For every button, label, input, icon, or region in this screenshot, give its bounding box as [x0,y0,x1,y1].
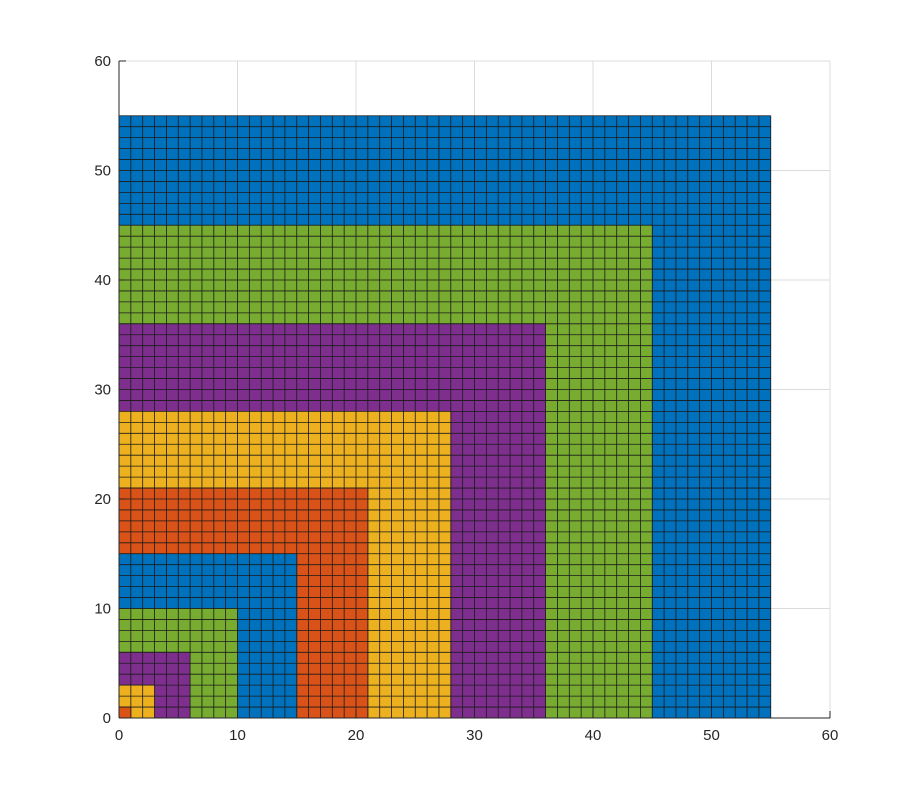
x-tick-label: 40 [585,727,602,744]
x-tick-label: 60 [822,727,839,744]
x-tick-label: 50 [703,727,720,744]
x-tick-label: 10 [229,727,246,744]
square-1 [118,706,132,719]
y-tick-label: 10 [94,601,111,618]
x-tick-label: 0 [115,727,123,744]
y-tick-label: 50 [94,163,111,180]
plot-area [118,115,772,719]
y-tick-label: 40 [94,272,111,289]
y-tick-label: 30 [94,382,111,399]
x-tick-label: 20 [348,727,365,744]
x-tick-label: 30 [466,727,483,744]
y-tick-label: 0 [103,710,111,727]
square-fill [119,707,131,718]
x-axis-ticks: 0 10 20 30 40 50 60 [115,711,839,744]
y-axis-ticks: 0 10 20 30 40 50 60 [94,53,126,727]
y-tick-label: 60 [94,53,111,70]
y-tick-label: 20 [94,491,111,508]
